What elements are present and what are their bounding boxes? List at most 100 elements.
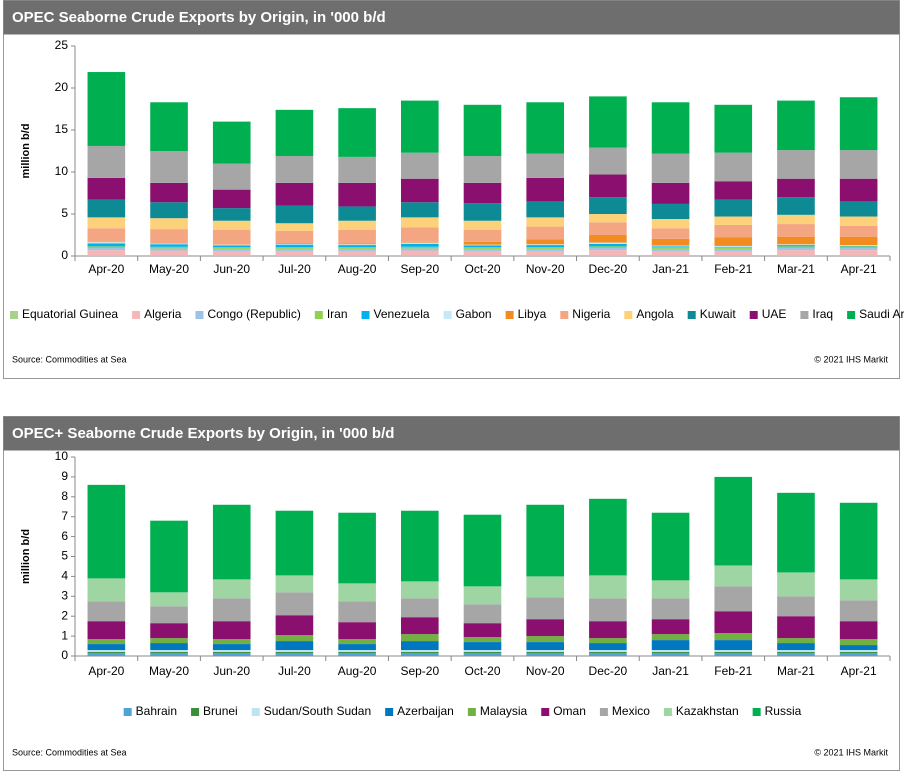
bar-segment bbox=[526, 245, 564, 248]
bar-segment bbox=[777, 150, 815, 179]
bar-segment bbox=[87, 652, 126, 654]
bar-segment bbox=[150, 182, 188, 203]
bar-segment bbox=[212, 650, 251, 653]
bar-segment bbox=[338, 182, 376, 207]
legend-swatch bbox=[10, 311, 18, 319]
bar-segment bbox=[589, 222, 627, 235]
bar-segment bbox=[839, 502, 878, 580]
bar-segment bbox=[777, 572, 815, 597]
bar-segment bbox=[338, 512, 376, 584]
bar-segment bbox=[526, 504, 564, 577]
bar-segment bbox=[777, 236, 815, 245]
bar-segment bbox=[338, 108, 376, 157]
bar-segment bbox=[651, 182, 690, 204]
bar-segment bbox=[714, 633, 753, 641]
bar-segment bbox=[338, 248, 376, 251]
y-tick-label: 15 bbox=[55, 122, 69, 136]
x-tick-label: Mar-21 bbox=[777, 262, 815, 276]
bar-segment bbox=[589, 197, 627, 214]
bar-segment bbox=[714, 237, 753, 246]
bar-segment bbox=[150, 650, 188, 653]
legend-swatch bbox=[443, 311, 452, 319]
legend-swatch bbox=[132, 311, 141, 319]
bar-segment bbox=[777, 596, 815, 617]
bar-segment bbox=[150, 606, 188, 624]
bar-segment bbox=[87, 177, 126, 200]
bar-segment bbox=[714, 245, 753, 247]
legend-swatch bbox=[847, 311, 856, 319]
bar-segment bbox=[401, 100, 439, 153]
bar-segment bbox=[714, 586, 753, 612]
y-tick-label: 1 bbox=[61, 628, 68, 642]
bar-segment bbox=[463, 604, 502, 624]
bar-segment bbox=[401, 227, 439, 242]
bar-segment bbox=[589, 621, 627, 639]
legend-label: Angola bbox=[636, 307, 674, 321]
bar-segment bbox=[87, 601, 126, 622]
legend-label: Bahrain bbox=[136, 704, 177, 718]
bar-segment bbox=[526, 619, 564, 637]
x-tick-label: Aug-20 bbox=[338, 262, 377, 276]
bar-segment bbox=[87, 250, 126, 256]
bar-segment bbox=[839, 245, 878, 246]
bar-segment bbox=[150, 643, 188, 651]
bar-segment bbox=[839, 97, 878, 151]
legend-swatch bbox=[467, 708, 476, 716]
legend-swatch bbox=[385, 708, 394, 716]
bar-segment bbox=[589, 243, 627, 247]
bar-segment bbox=[275, 244, 314, 248]
legend-label: Equatorial Guinea bbox=[22, 307, 118, 321]
legend-label: Azerbaijan bbox=[397, 704, 454, 718]
bar-segment bbox=[401, 202, 439, 218]
bar-segment bbox=[651, 634, 690, 641]
bar-segment bbox=[651, 248, 690, 251]
bar-segment bbox=[526, 642, 564, 651]
bar-segment bbox=[714, 248, 753, 251]
bar-segment bbox=[777, 650, 815, 653]
y-tick-label: 6 bbox=[61, 529, 68, 543]
x-tick-label: Jan-21 bbox=[652, 262, 689, 276]
legend-swatch bbox=[314, 311, 323, 319]
legend-label: Mexico bbox=[612, 704, 650, 718]
bar-segment bbox=[714, 653, 753, 656]
bar-segment bbox=[401, 581, 439, 599]
bar-segment bbox=[87, 639, 126, 645]
panel bbox=[3, 0, 900, 379]
bar-segment bbox=[150, 592, 188, 607]
bar-segment bbox=[212, 255, 251, 256]
legend-label: Congo (Republic) bbox=[207, 307, 300, 321]
bar-segment bbox=[651, 250, 690, 256]
bar-segment bbox=[526, 239, 564, 245]
bar-segment bbox=[275, 575, 314, 593]
bar-segment bbox=[150, 229, 188, 243]
bar-segment bbox=[150, 250, 188, 256]
bar-segment bbox=[338, 639, 376, 645]
y-tick-label: 4 bbox=[61, 569, 68, 583]
bar-segment bbox=[150, 248, 188, 251]
bar-segment bbox=[526, 636, 564, 643]
bar-segment bbox=[839, 150, 878, 179]
bar-segment bbox=[338, 583, 376, 602]
bar-segment bbox=[839, 178, 878, 202]
bar-segment bbox=[589, 498, 627, 576]
bar-segment bbox=[463, 203, 502, 221]
bar-segment bbox=[651, 598, 690, 620]
bar-segment bbox=[463, 247, 502, 249]
bar-segment bbox=[839, 579, 878, 601]
legend-swatch bbox=[752, 708, 761, 716]
bar-segment bbox=[589, 638, 627, 644]
legend-label: Malaysia bbox=[480, 704, 528, 718]
bar-segment bbox=[463, 623, 502, 638]
bar-segment bbox=[777, 245, 815, 247]
legend-swatch bbox=[687, 311, 696, 319]
bar-segment bbox=[463, 650, 502, 653]
bar-segment bbox=[651, 245, 690, 247]
chart-title: OPEC+ Seaborne Crude Exports by Origin, … bbox=[12, 425, 394, 442]
bar-segment bbox=[526, 652, 564, 654]
bar-segment bbox=[401, 653, 439, 656]
bar-segment bbox=[777, 248, 815, 251]
bar-segment bbox=[651, 512, 690, 581]
bar-segment bbox=[338, 245, 376, 248]
bar-segment bbox=[714, 199, 753, 217]
